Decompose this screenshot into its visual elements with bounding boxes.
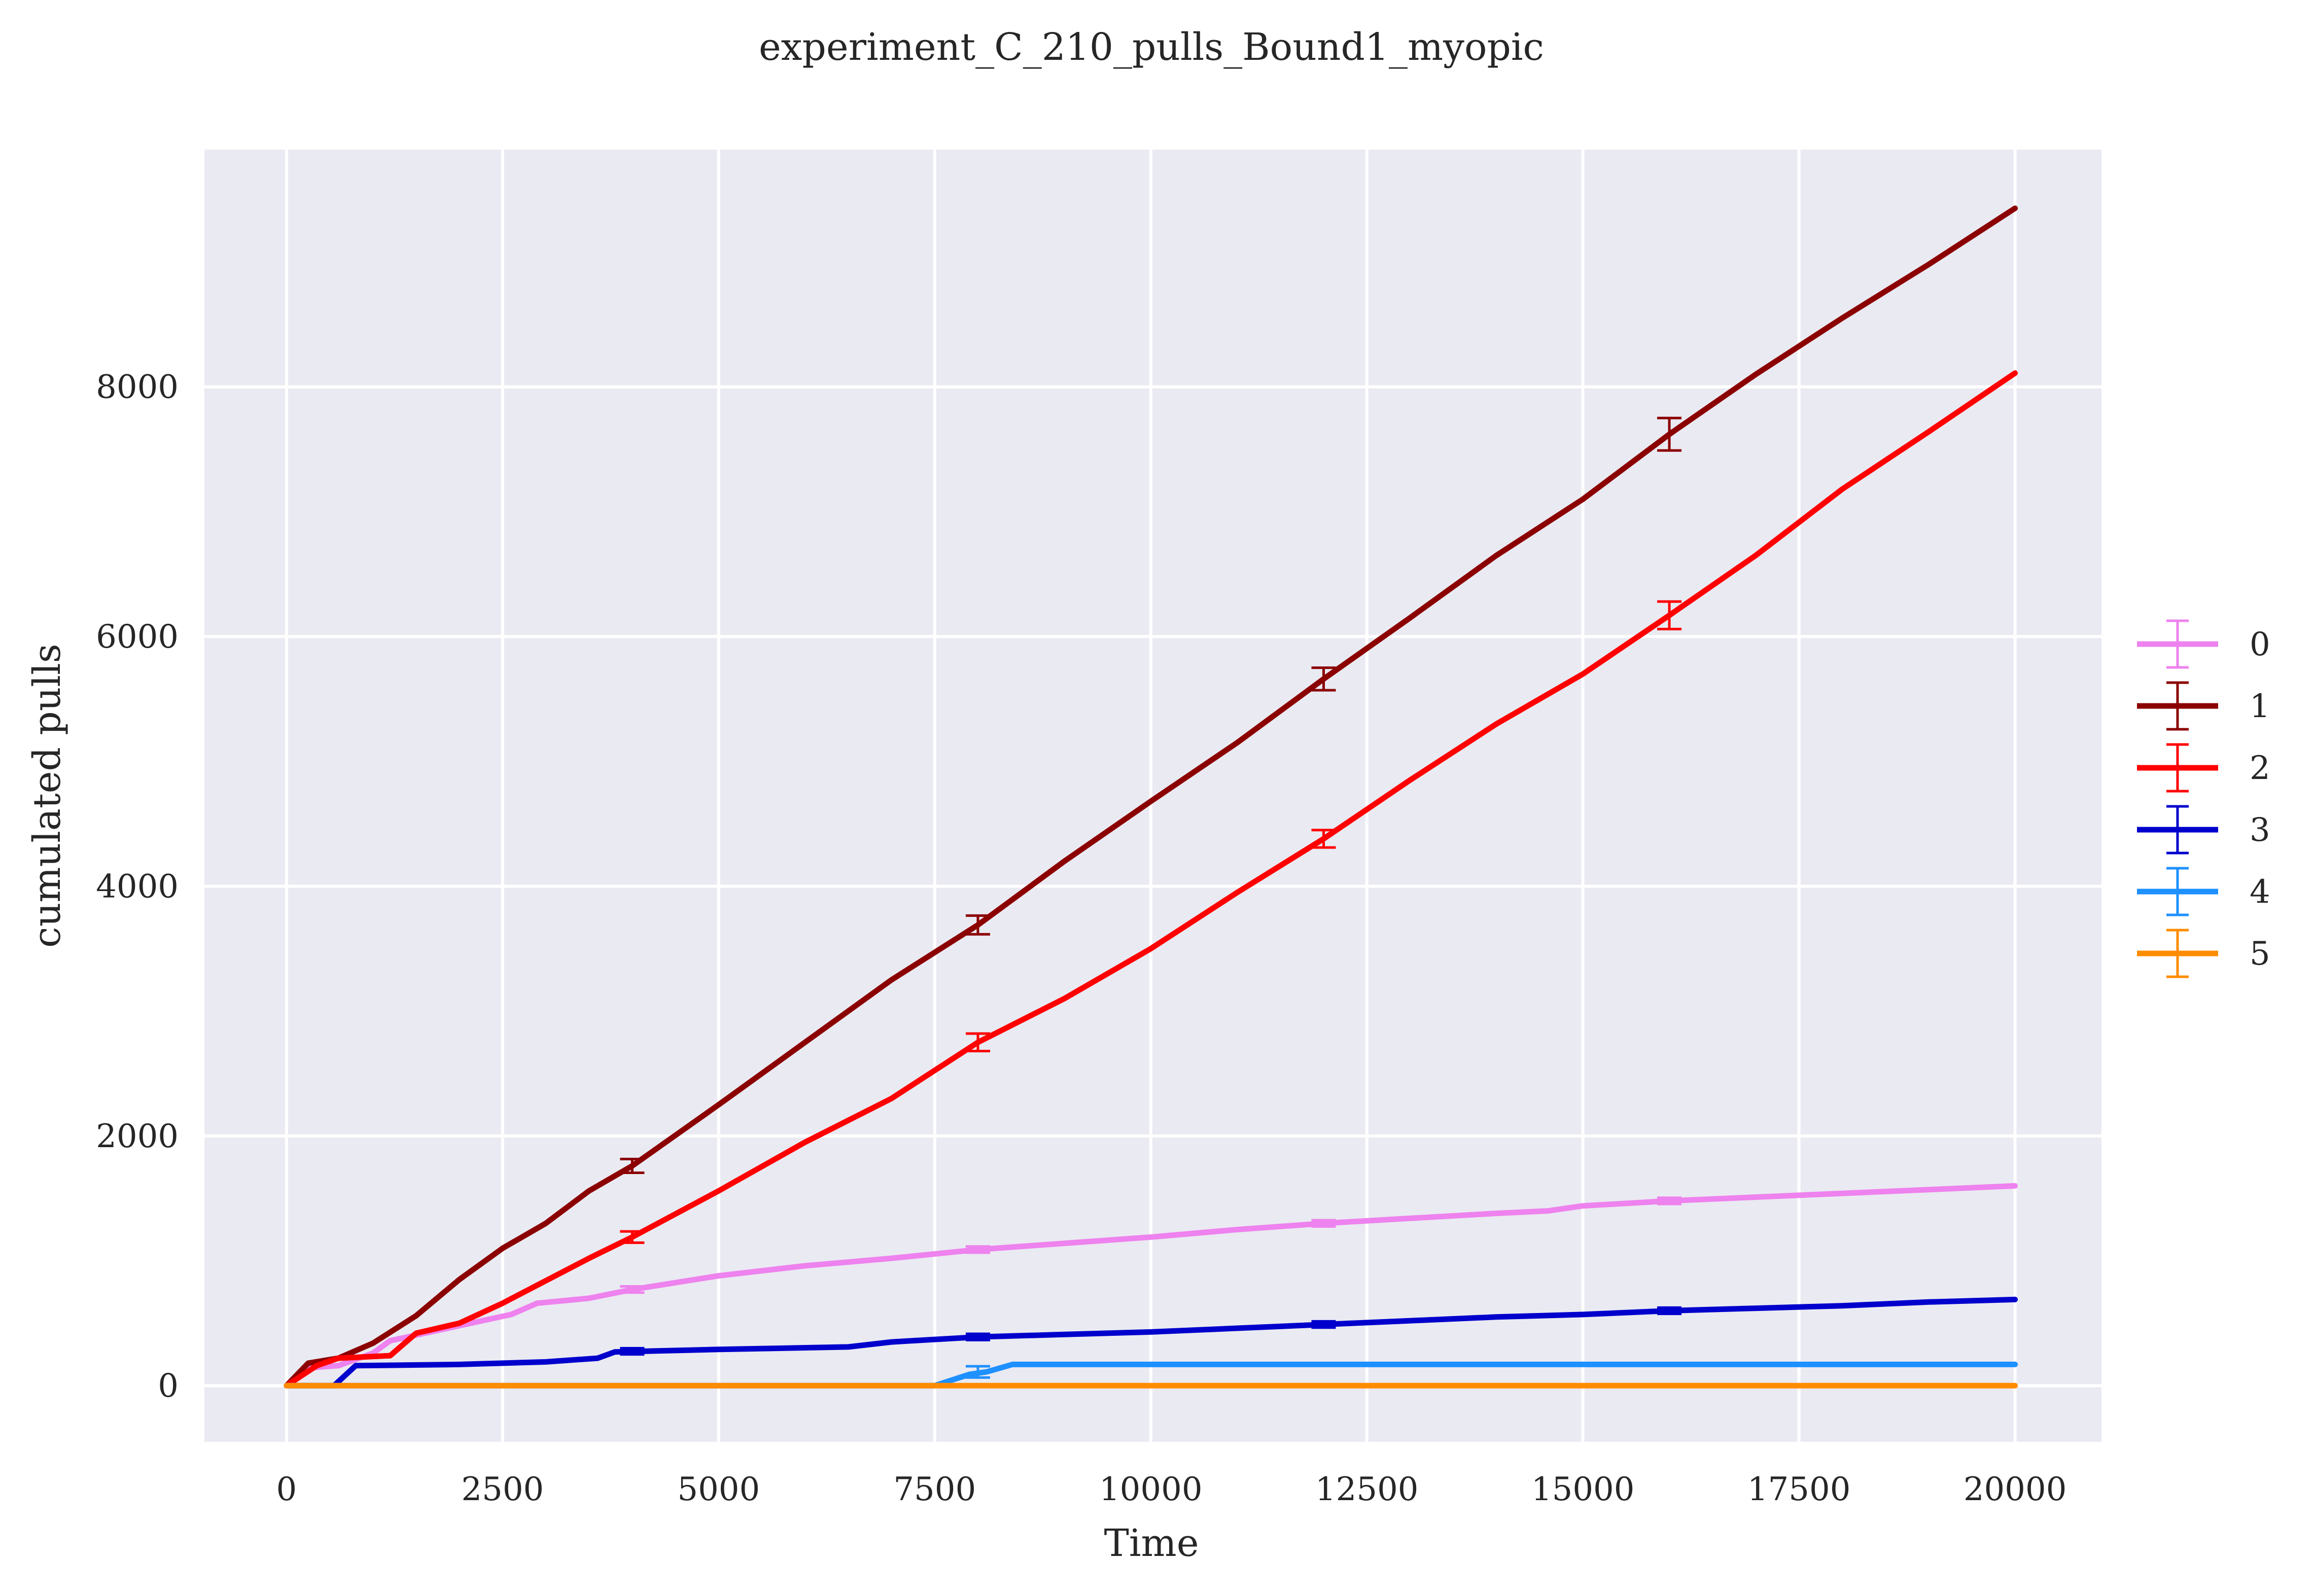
chart-title: experiment_C_210_pulls_Bound1_myopic	[759, 25, 1544, 69]
y-tick-label: 8000	[96, 369, 179, 406]
y-tick-label: 6000	[96, 618, 179, 656]
legend-label-0: 0	[2250, 626, 2270, 663]
x-tick-label: 15000	[1531, 1471, 1635, 1508]
legend-label-4: 4	[2250, 873, 2270, 911]
y-axis-label: cumulated pulls	[25, 644, 69, 947]
series-line-3	[284, 1296, 2018, 1389]
legend-label-2: 2	[2250, 750, 2270, 787]
legend: 0 1 2 3 4 5	[2137, 619, 2270, 978]
legend-label-1: 1	[2250, 688, 2270, 725]
x-tick-label: 10000	[1099, 1471, 1203, 1508]
y-tick-label: 4000	[96, 868, 179, 905]
x-axis-label: Time	[1104, 1521, 1199, 1565]
x-tick-label: 20000	[1963, 1471, 2067, 1508]
y-tick-labels: 0 2000 4000 6000 8000	[96, 369, 179, 1405]
x-tick-label: 0	[276, 1471, 297, 1508]
grid-lines	[204, 150, 2101, 1442]
x-tick-label: 12500	[1315, 1471, 1419, 1508]
x-tick-label: 17500	[1747, 1471, 1851, 1508]
y-tick-label: 2000	[96, 1118, 179, 1155]
x-tick-label: 2500	[461, 1471, 544, 1508]
x-tick-label: 5000	[677, 1471, 760, 1508]
series-line-2	[284, 370, 2018, 1389]
series-lines	[284, 205, 2018, 1389]
legend-label-3: 3	[2250, 811, 2270, 849]
plot-area	[204, 150, 2101, 1442]
y-tick-label: 0	[158, 1367, 179, 1405]
series-line-1	[284, 205, 2018, 1389]
x-tick-label: 7500	[893, 1471, 976, 1508]
legend-label-5: 5	[2250, 935, 2270, 973]
x-tick-labels: 0 2500 5000 7500 10000 12500 15000 17500 20000	[276, 1471, 2067, 1508]
